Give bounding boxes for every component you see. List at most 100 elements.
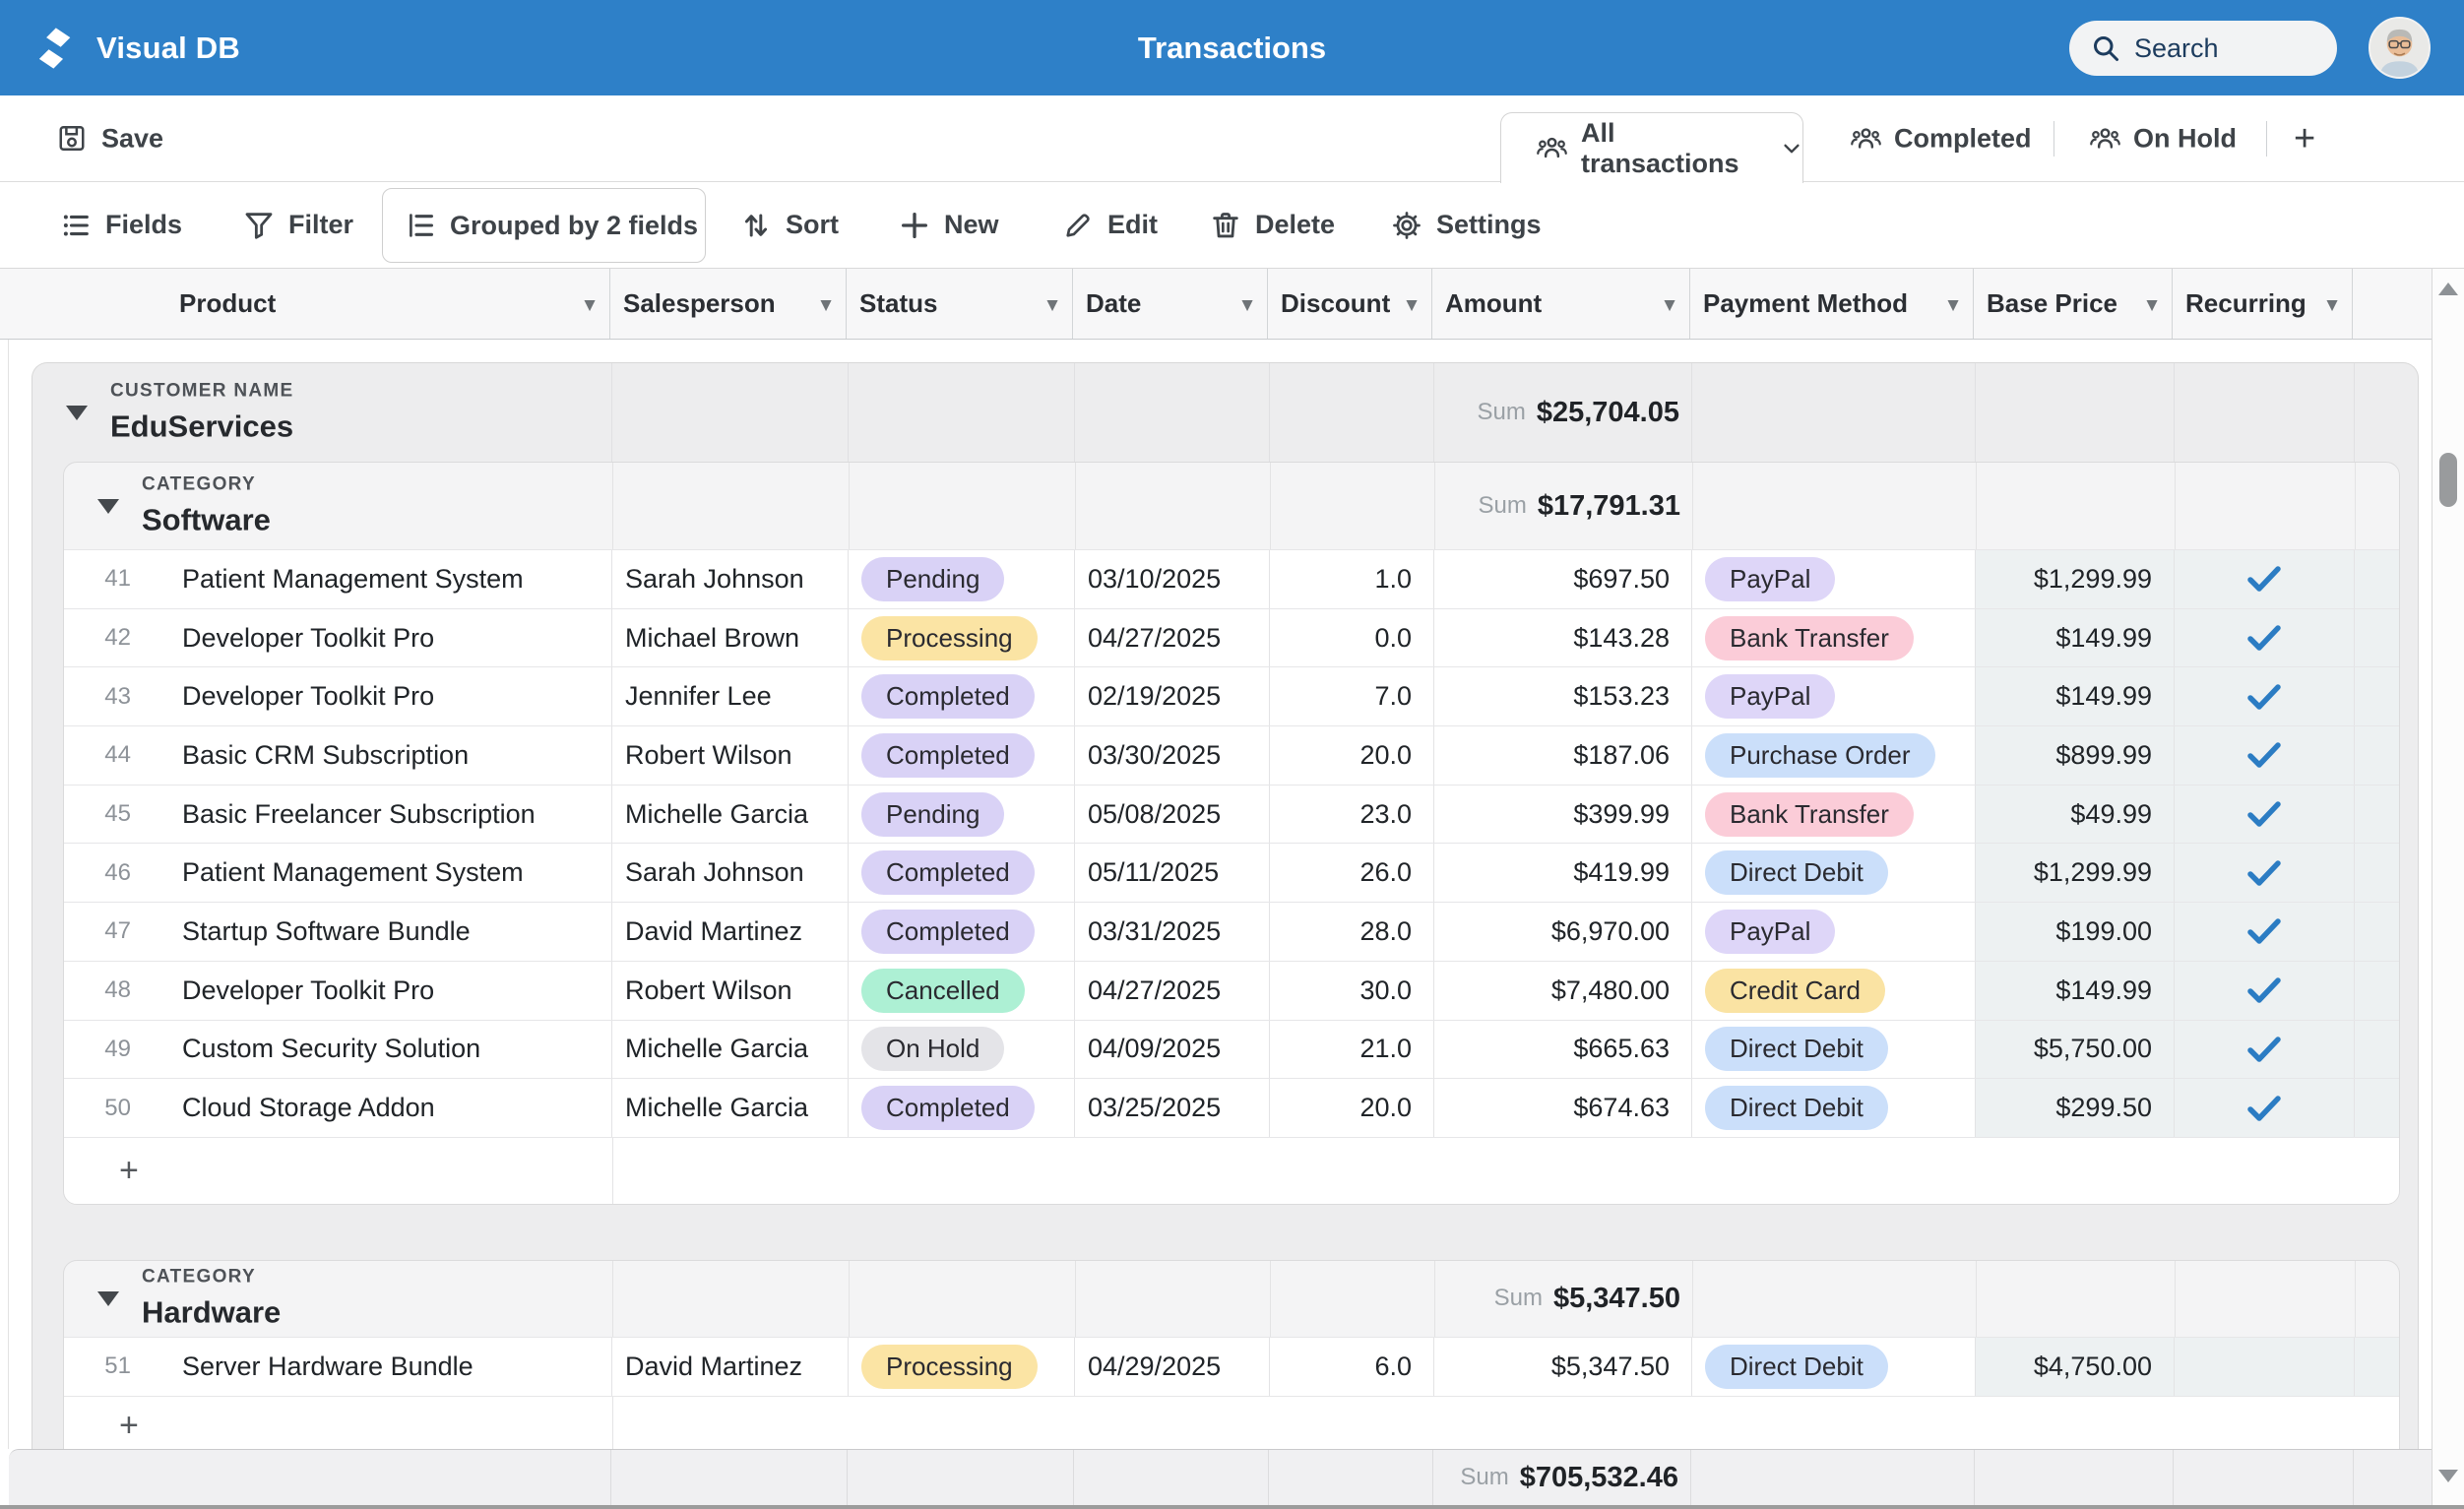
status-pill[interactable]: Completed	[861, 674, 1035, 720]
customer-group-header[interactable]: CUSTOMER NAME EduServices Sum $25,704.05	[32, 363, 2418, 462]
discount-cell[interactable]: 1.0	[1270, 550, 1434, 608]
sort-button[interactable]: Sort	[740, 210, 839, 241]
product-cell[interactable]: Basic CRM Subscription	[182, 739, 470, 770]
date-cell[interactable]: 04/27/2025	[1075, 961, 1270, 1020]
recurring-cell[interactable]	[2175, 608, 2355, 667]
date-cell[interactable]: 05/11/2025	[1075, 844, 1270, 903]
status-pill[interactable]: Completed	[861, 732, 1035, 778]
base-price-cell[interactable]: $299.50	[1976, 1079, 2175, 1137]
avatar[interactable]	[2369, 17, 2431, 79]
table-row[interactable]: 50 Cloud Storage Addon Michelle Garcia Co…	[64, 1078, 2399, 1137]
table-row[interactable]: 41 Patient Management System Sarah Johnso…	[64, 549, 2399, 608]
table-row[interactable]: 44 Basic CRM Subscription Robert Wilson C…	[64, 725, 2399, 785]
add-view-button[interactable]: +	[2294, 117, 2316, 159]
status-pill[interactable]: Completed	[861, 850, 1035, 896]
tab-on-hold[interactable]: On Hold	[2090, 123, 2237, 154]
column-dropdown-icon[interactable]: ▾	[820, 293, 831, 315]
product-cell[interactable]: Server Hardware Bundle	[182, 1351, 474, 1381]
recurring-cell[interactable]	[2175, 1020, 2355, 1079]
status-pill[interactable]: Cancelled	[861, 968, 1025, 1013]
date-cell[interactable]: 03/25/2025	[1075, 1079, 1270, 1137]
category-group-header[interactable]: CATEGORY Software Sum $17,791.31	[64, 463, 2399, 549]
column-header-payment-method[interactable]: Payment Method ▾	[1690, 269, 1974, 339]
date-cell[interactable]: 02/19/2025	[1075, 667, 1270, 726]
recurring-cell[interactable]	[2175, 785, 2355, 844]
salesperson-cell[interactable]: Michelle Garcia	[612, 785, 849, 844]
discount-cell[interactable]: 0.0	[1270, 608, 1434, 667]
discount-cell[interactable]: 28.0	[1270, 903, 1434, 961]
amount-cell[interactable]: $153.23	[1434, 667, 1692, 726]
scrollbar-thumb[interactable]	[2439, 453, 2457, 507]
salesperson-cell[interactable]: Michelle Garcia	[612, 1079, 849, 1137]
column-dropdown-icon[interactable]: ▾	[2146, 293, 2157, 315]
scroll-down-icon[interactable]	[2438, 1470, 2458, 1482]
amount-cell[interactable]: $674.63	[1434, 1079, 1692, 1137]
product-cell[interactable]: Startup Software Bundle	[182, 915, 471, 946]
settings-button[interactable]: Settings	[1391, 210, 1542, 241]
date-cell[interactable]: 03/10/2025	[1075, 550, 1270, 608]
fields-button[interactable]: Fields	[60, 210, 182, 241]
date-cell[interactable]: 04/29/2025	[1075, 1337, 1270, 1396]
table-row[interactable]: 46 Patient Management System Sarah Johnso…	[64, 843, 2399, 903]
date-cell[interactable]: 04/09/2025	[1075, 1020, 1270, 1079]
salesperson-cell[interactable]: Michael Brown	[612, 608, 849, 667]
base-price-cell[interactable]: $199.00	[1976, 903, 2175, 961]
payment-pill[interactable]: Direct Debit	[1705, 1086, 1888, 1131]
table-row[interactable]: 45 Basic Freelancer Subscription Michelle…	[64, 784, 2399, 844]
column-header-recurring[interactable]: Recurring ▾	[2173, 269, 2353, 339]
add-row-button[interactable]: +	[64, 1395, 2399, 1449]
collapse-group-icon[interactable]	[97, 1290, 119, 1306]
vertical-scrollbar[interactable]	[2432, 269, 2464, 1505]
discount-cell[interactable]: 20.0	[1270, 1079, 1434, 1137]
base-price-cell[interactable]: $899.99	[1976, 726, 2175, 785]
discount-cell[interactable]: 6.0	[1270, 1337, 1434, 1396]
column-dropdown-icon[interactable]: ▾	[1947, 293, 1958, 315]
status-pill[interactable]: Processing	[861, 615, 1038, 660]
amount-cell[interactable]: $187.06	[1434, 726, 1692, 785]
scroll-up-icon[interactable]	[2438, 283, 2458, 295]
amount-cell[interactable]: $143.28	[1434, 608, 1692, 667]
discount-cell[interactable]: 26.0	[1270, 844, 1434, 903]
base-price-cell[interactable]: $149.99	[1976, 608, 2175, 667]
recurring-cell[interactable]	[2175, 1337, 2355, 1396]
recurring-cell[interactable]	[2175, 550, 2355, 608]
salesperson-cell[interactable]: Michelle Garcia	[612, 1020, 849, 1079]
column-header-date[interactable]: Date ▾	[1073, 269, 1268, 339]
collapse-group-icon[interactable]	[66, 406, 88, 420]
table-row[interactable]: 42 Developer Toolkit Pro Michael Brown Pr…	[64, 607, 2399, 667]
table-row[interactable]: 43 Developer Toolkit Pro Jennifer Lee Com…	[64, 666, 2399, 726]
delete-button[interactable]: Delete	[1210, 210, 1335, 241]
base-price-cell[interactable]: $149.99	[1976, 961, 2175, 1020]
tab-completed[interactable]: Completed	[1851, 123, 2032, 154]
date-cell[interactable]: 05/08/2025	[1075, 785, 1270, 844]
column-dropdown-icon[interactable]: ▾	[1046, 293, 1057, 315]
amount-cell[interactable]: $665.63	[1434, 1020, 1692, 1079]
column-header-base-price[interactable]: Base Price ▾	[1974, 269, 2173, 339]
payment-pill[interactable]: Credit Card	[1705, 968, 1885, 1013]
payment-pill[interactable]: Bank Transfer	[1705, 791, 1914, 837]
recurring-cell[interactable]	[2175, 1079, 2355, 1137]
payment-pill[interactable]: Purchase Order	[1705, 732, 1935, 778]
category-group-header[interactable]: CATEGORY Hardware Sum $5,347.50	[64, 1260, 2399, 1337]
amount-cell[interactable]: $399.99	[1434, 785, 1692, 844]
column-dropdown-icon[interactable]: ▾	[584, 293, 595, 315]
payment-pill[interactable]: PayPal	[1705, 909, 1836, 954]
table-row[interactable]: 47 Startup Software Bundle David Martinez…	[64, 902, 2399, 961]
base-price-cell[interactable]: $1,299.99	[1976, 844, 2175, 903]
date-cell[interactable]: 04/27/2025	[1075, 608, 1270, 667]
recurring-cell[interactable]	[2175, 903, 2355, 961]
amount-cell[interactable]: $6,970.00	[1434, 903, 1692, 961]
new-button[interactable]: New	[899, 210, 999, 241]
salesperson-cell[interactable]: Sarah Johnson	[612, 550, 849, 608]
recurring-cell[interactable]	[2175, 667, 2355, 726]
salesperson-cell[interactable]: Robert Wilson	[612, 726, 849, 785]
amount-cell[interactable]: $5,347.50	[1434, 1337, 1692, 1396]
payment-pill[interactable]: Direct Debit	[1705, 1027, 1888, 1072]
table-row[interactable]: 51 Server Hardware Bundle David Martinez …	[64, 1336, 2399, 1396]
salesperson-cell[interactable]: Sarah Johnson	[612, 844, 849, 903]
save-button[interactable]: Save	[57, 123, 163, 154]
base-price-cell[interactable]: $5,750.00	[1976, 1020, 2175, 1079]
product-cell[interactable]: Patient Management System	[182, 563, 524, 594]
discount-cell[interactable]: 7.0	[1270, 667, 1434, 726]
column-dropdown-icon[interactable]: ▾	[1406, 293, 1417, 315]
